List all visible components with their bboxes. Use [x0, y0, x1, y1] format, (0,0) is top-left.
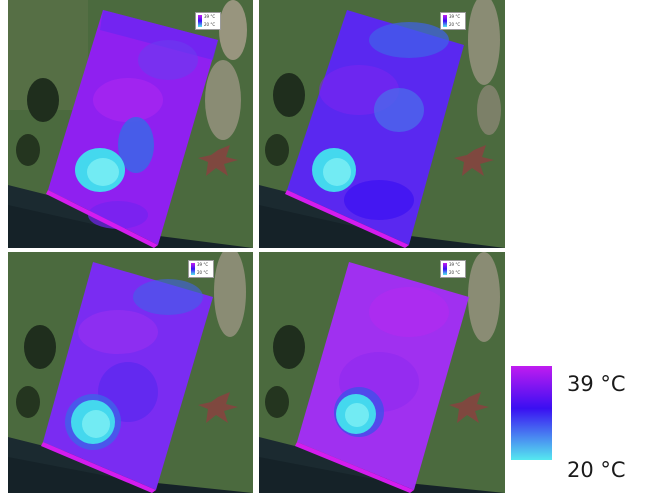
thermal-overlay [46, 10, 218, 248]
legend-max-label: 39 °C [567, 372, 626, 396]
mini-legend-4: 39 °C 20 °C [440, 260, 466, 278]
star-shape-icon [454, 145, 494, 176]
temperature-legend-bar [511, 366, 552, 460]
thermal-overlay [295, 262, 469, 493]
mini-legend-2: 39 °C 20 °C [440, 12, 466, 30]
star-shape-icon [449, 392, 489, 423]
thermal-overlay [41, 262, 213, 493]
mini-legend-3: 39 °C 20 °C [188, 260, 214, 278]
thermal-panel-1 [8, 0, 253, 248]
thermal-image-grid: 39 °C 20 °C 39 °C 20 °C 39 °C 20 °C 39 °… [8, 0, 505, 493]
legend-min-label: 20 °C [567, 458, 626, 482]
star-shape-icon [198, 145, 238, 176]
star-shape-icon [198, 392, 238, 423]
thermal-overlay [285, 10, 464, 248]
thermal-panel-2 [259, 0, 505, 248]
thermal-panel-4 [259, 252, 505, 493]
thermal-panel-3 [8, 252, 253, 493]
mini-legend-1: 39 °C 20 °C [195, 12, 221, 30]
